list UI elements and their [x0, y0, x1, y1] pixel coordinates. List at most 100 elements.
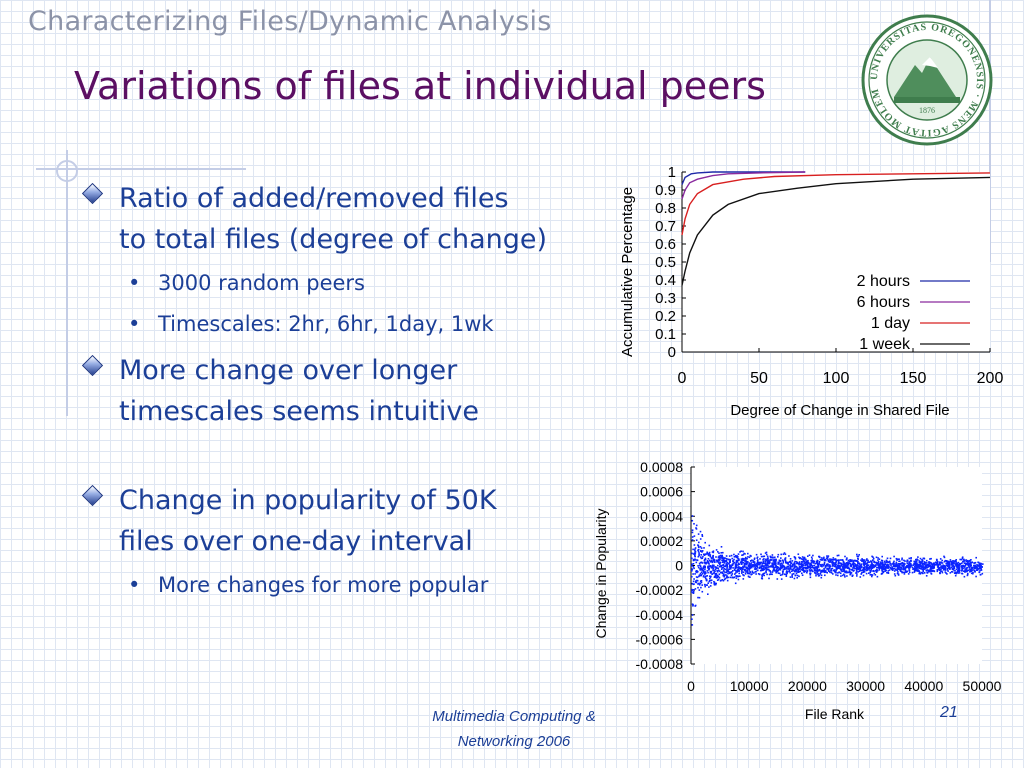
scatter-point	[900, 562, 903, 565]
scatter-point	[809, 570, 811, 572]
scatter-point	[908, 563, 910, 566]
scatter-point	[766, 564, 768, 567]
scatter-point	[974, 565, 976, 568]
scatter-point	[866, 558, 868, 560]
scatter-point	[793, 570, 796, 573]
scatter-point	[721, 567, 723, 569]
scatter-point	[712, 555, 714, 558]
scatter-point	[823, 562, 826, 564]
scatter-point	[700, 547, 703, 549]
scatter-point	[901, 571, 903, 573]
scatter-point	[809, 572, 811, 575]
scatter-point	[761, 564, 763, 567]
scatter-point	[762, 555, 764, 558]
scatter-point	[924, 566, 926, 569]
scatter-point	[948, 562, 950, 565]
scatter-point	[795, 566, 798, 568]
scatter-point	[957, 569, 960, 571]
scatter-point	[824, 566, 827, 569]
scatter-point	[702, 570, 705, 573]
scatter-point	[813, 564, 816, 567]
scatter-point	[918, 572, 920, 575]
scatter-point	[728, 555, 731, 557]
scatter-point	[749, 576, 751, 578]
scatter-point	[691, 557, 693, 560]
scatter-point	[939, 563, 941, 566]
scatter-point	[734, 572, 737, 574]
scatter-point	[773, 563, 775, 566]
scatter-point	[947, 564, 949, 566]
scatter-point	[871, 567, 873, 569]
scatter-point	[882, 561, 884, 564]
scatter-point	[767, 564, 769, 567]
scatter-point	[707, 566, 709, 568]
scatter-point	[859, 576, 862, 578]
scatter-point	[835, 559, 837, 561]
scatter-point	[851, 575, 854, 577]
scatter-point	[742, 578, 745, 580]
scatter-point	[900, 564, 902, 566]
scatter-point	[830, 572, 833, 574]
scatter-point	[832, 562, 835, 565]
scatter-point	[815, 570, 817, 572]
scatter-point	[898, 567, 900, 569]
scatter-point	[941, 559, 943, 562]
scatter-point	[886, 565, 889, 567]
scatter-point	[871, 575, 873, 578]
scatter-point	[901, 571, 903, 574]
scatter-point	[823, 559, 826, 562]
scatter-point	[922, 568, 925, 571]
scatter-point	[850, 560, 853, 562]
scatter-point	[900, 566, 903, 569]
scatter-point	[840, 570, 843, 572]
scatter-point	[747, 572, 749, 575]
scatter-point	[848, 562, 850, 565]
scatter-point	[795, 569, 798, 571]
scatter-point	[924, 565, 926, 567]
legend-label: 6 hours	[857, 294, 910, 311]
scatter-point	[804, 558, 807, 561]
scatter-point	[706, 560, 709, 563]
scatter-point	[958, 564, 961, 567]
scatter-point	[772, 559, 775, 562]
scatter-point	[912, 564, 915, 566]
scatter-point	[936, 559, 938, 562]
scatter-point	[922, 572, 924, 575]
scatter-point	[956, 563, 959, 566]
scatter-point	[772, 565, 775, 568]
scatter-point	[746, 567, 749, 569]
scatter-point	[727, 558, 730, 561]
scatter-point	[864, 566, 867, 568]
scatter-point	[842, 564, 845, 566]
page-number: 21	[940, 704, 958, 721]
scatter-point	[944, 567, 947, 569]
scatter-point	[876, 563, 879, 565]
scatter-point	[844, 570, 846, 573]
scatter-point	[714, 582, 716, 585]
scatter-point	[770, 556, 772, 559]
scatter-point	[747, 556, 749, 558]
scatter-point	[763, 572, 766, 574]
scatter-point	[710, 579, 713, 581]
scatter-point	[849, 559, 851, 561]
scatter-point	[886, 560, 888, 563]
scatter-point	[918, 570, 920, 572]
scatter-point	[869, 574, 872, 576]
scatter-point	[721, 571, 723, 573]
scatter-point	[917, 556, 919, 558]
scatter-point	[756, 564, 758, 567]
scatter-point	[787, 566, 789, 568]
popularity-scatter-plot: 0.00080.00060.00040.00020-0.0002-0.0004-…	[593, 459, 1002, 722]
scatter-point	[889, 563, 891, 565]
scatter-point	[691, 591, 693, 593]
scatter-point	[982, 563, 984, 565]
scatter-point	[848, 567, 851, 570]
scatter-point	[760, 565, 762, 568]
scatter-point	[884, 560, 886, 563]
scatter-point	[768, 577, 770, 580]
scatter-point	[963, 570, 965, 572]
scatter-point	[953, 572, 956, 574]
scatter-point	[726, 563, 728, 565]
scatter-point	[697, 544, 699, 546]
scatter-point	[870, 568, 872, 571]
